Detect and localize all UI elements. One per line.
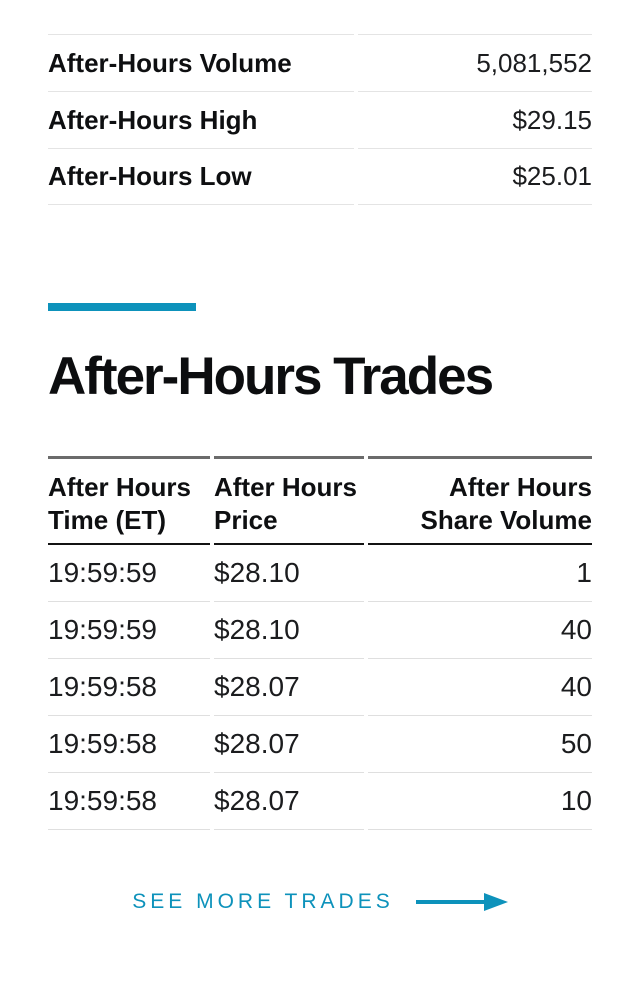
summary-value-volume: 5,081,552 [358,34,592,91]
summary-label-low: After-Hours Low [48,148,354,205]
trade-price: $28.10 [214,545,364,602]
column-header-time-line1: After Hours [48,471,192,502]
summary-row: After-Hours Volume 5,081,552 [48,34,592,91]
summary-label-high: After-Hours High [48,91,354,148]
trade-price: $28.07 [214,716,364,773]
section-title: After-Hours Trades [48,347,494,406]
trade-share-volume: 1 [368,545,592,602]
after-hours-page: After-Hours Volume 5,081,552 After-Hours… [0,34,640,994]
after-hours-summary-table: After-Hours Volume 5,081,552 After-Hours… [44,34,596,205]
summary-value-high: $29.15 [358,91,592,148]
summary-row: After-Hours High $29.15 [48,91,592,148]
trade-time: 19:59:59 [48,602,210,659]
see-more-trades-link[interactable]: SEE MORE TRADES [132,890,508,914]
accent-bar [48,303,196,311]
trade-share-volume: 10 [368,773,592,830]
trade-time: 19:59:58 [48,773,210,830]
trade-time: 19:59:58 [48,659,210,716]
table-row: 19:59:58 $28.07 40 [48,659,592,716]
see-more-trades-label: SEE MORE TRADES [132,889,394,913]
column-header-share-volume: After Hours Share Volume [368,455,592,545]
column-header-share-volume-line2: Share Volume [420,504,592,535]
trade-share-volume: 50 [368,716,592,773]
trade-price: $28.07 [214,659,364,716]
column-header-share-volume-line1: After Hours [448,471,592,502]
table-header-row: After Hours Time (ET) After Hours Price … [48,455,592,545]
table-row: 19:59:59 $28.10 40 [48,602,592,659]
summary-label-volume: After-Hours Volume [48,34,354,91]
column-header-price-line1: After Hours [214,471,358,502]
summary-value-low: $25.01 [358,148,592,205]
trade-price: $28.10 [214,602,364,659]
see-more-trades-container: SEE MORE TRADES [48,890,592,914]
trade-share-volume: 40 [368,602,592,659]
column-header-price-line2: Price [214,504,278,535]
after-hours-trades-table: After Hours Time (ET) After Hours Price … [44,455,596,830]
column-header-time: After Hours Time (ET) [48,455,210,545]
table-row: 19:59:58 $28.07 50 [48,716,592,773]
table-row: 19:59:58 $28.07 10 [48,773,592,830]
trade-time: 19:59:58 [48,716,210,773]
table-row: 19:59:59 $28.10 1 [48,545,592,602]
column-header-time-line2: Time (ET) [48,504,166,535]
trade-time: 19:59:59 [48,545,210,602]
arrow-right-icon [415,892,508,911]
trade-price: $28.07 [214,773,364,830]
summary-row: After-Hours Low $25.01 [48,148,592,205]
column-header-price: After Hours Price [214,455,364,545]
trade-share-volume: 40 [368,659,592,716]
